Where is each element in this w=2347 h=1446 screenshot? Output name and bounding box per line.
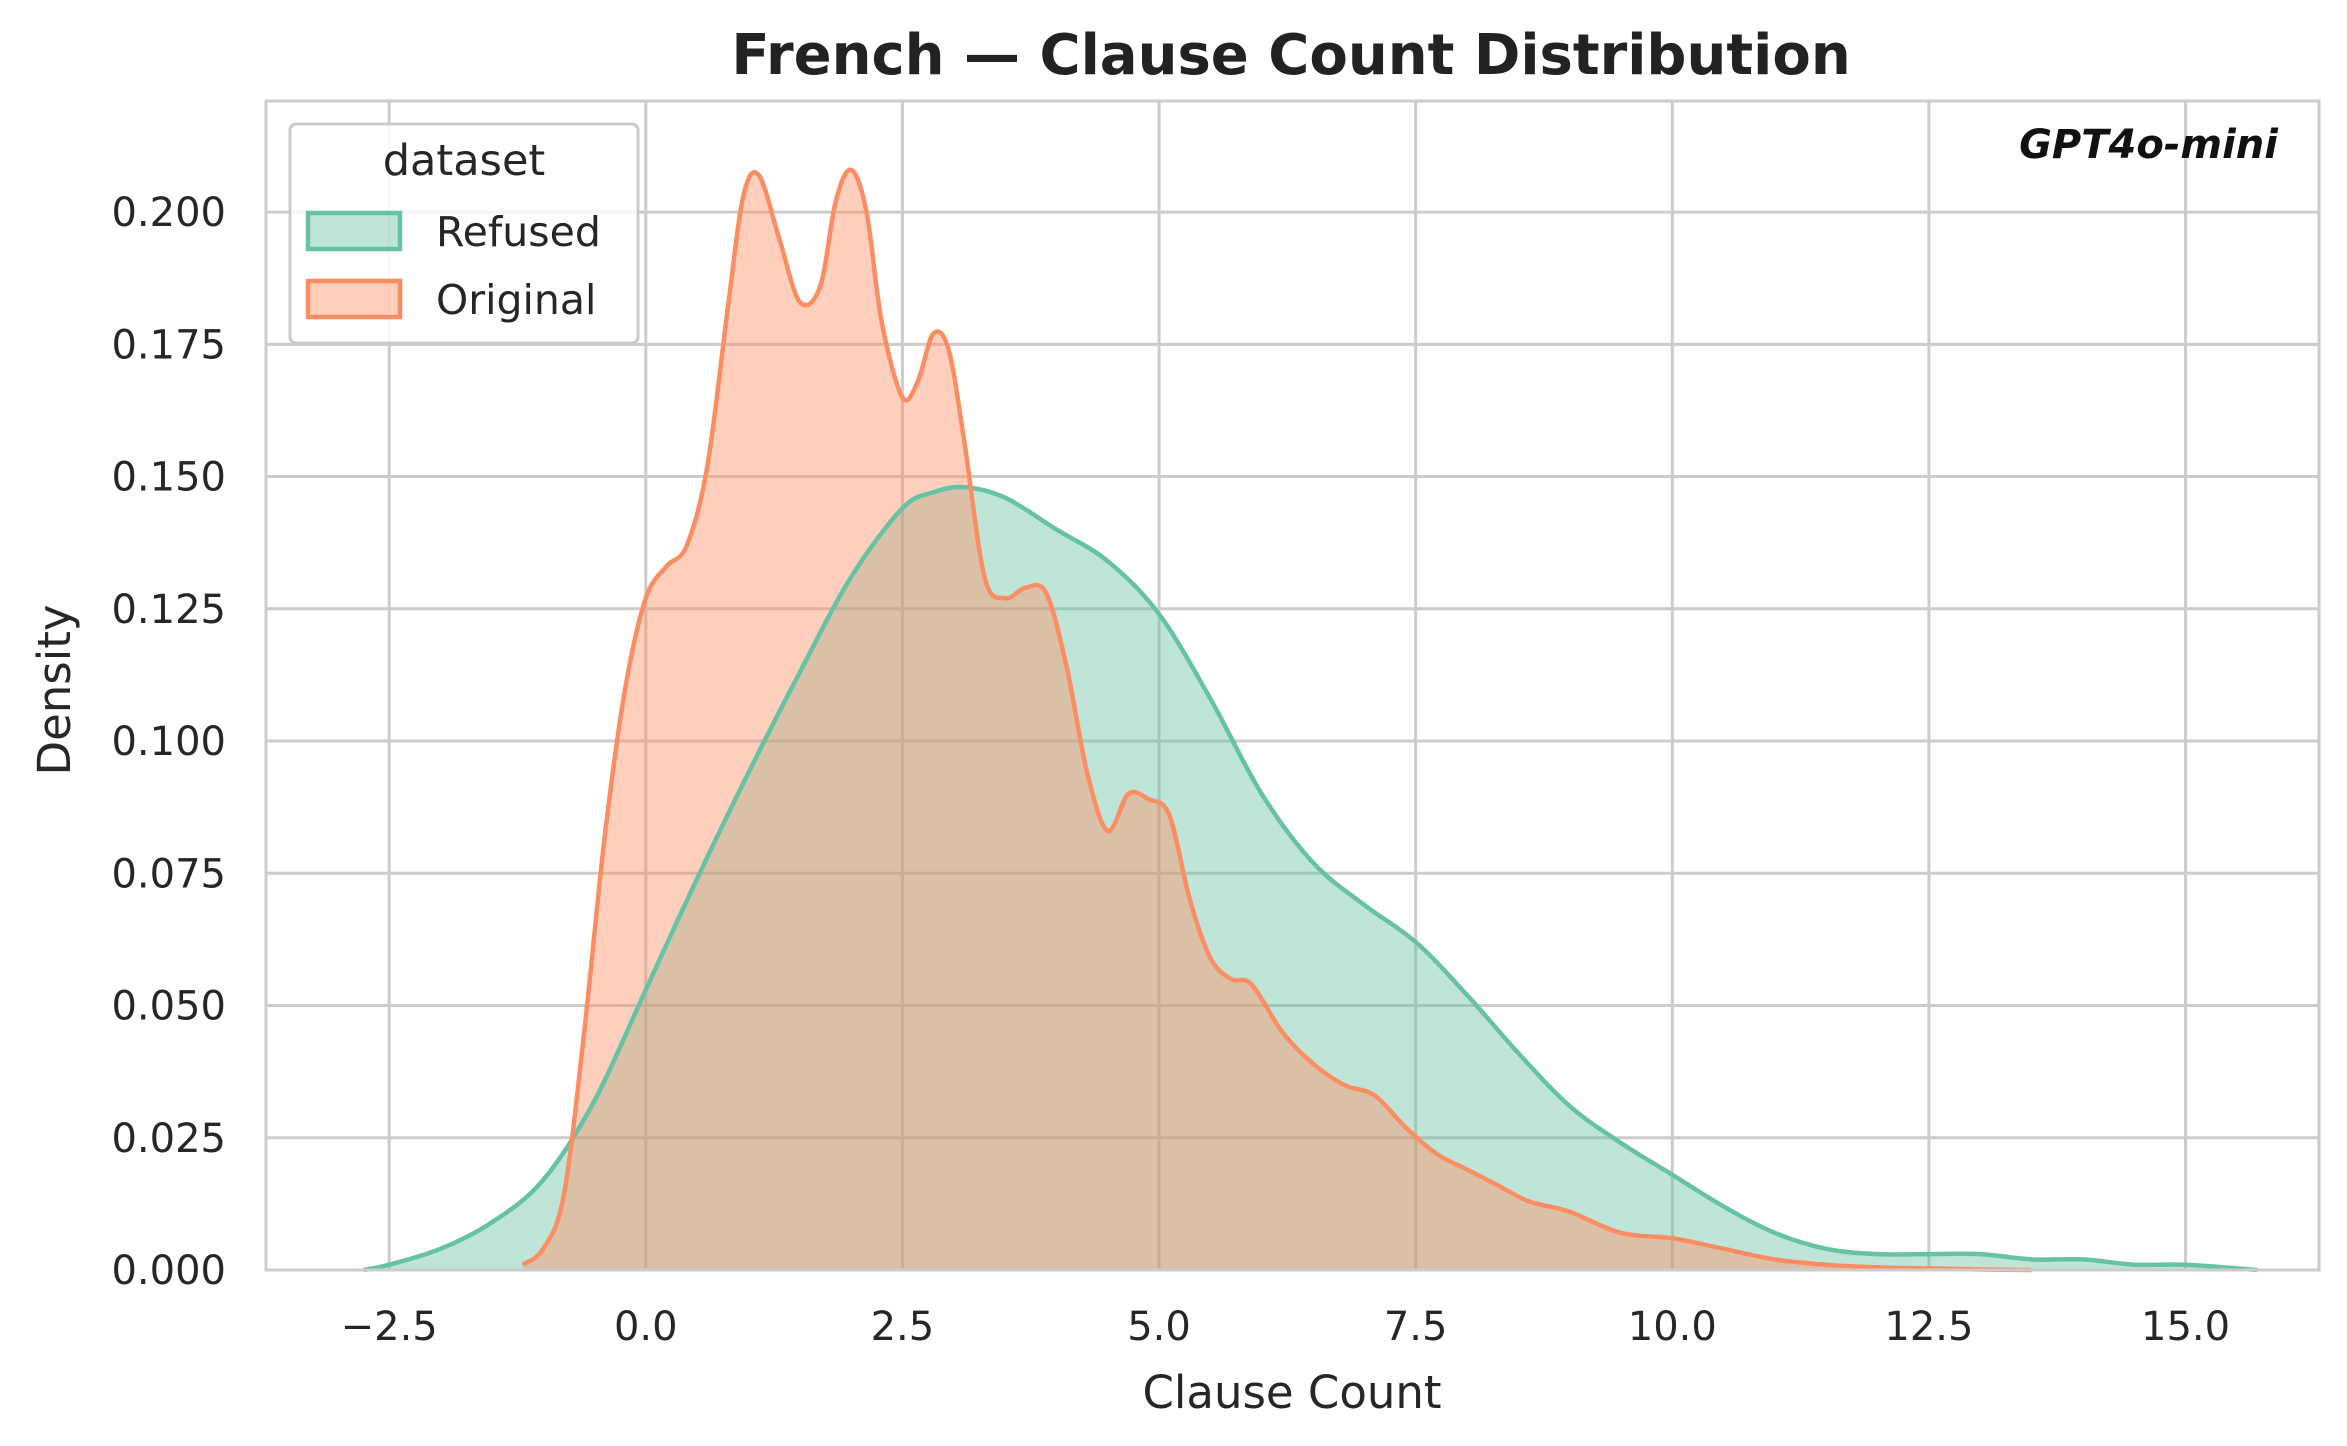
y-tick-label: 0.175: [111, 322, 226, 368]
legend-box: [288, 122, 640, 345]
legend: dataset Refused Original: [288, 122, 640, 345]
grid-lines: [266, 101, 2319, 1272]
x-tick-label: 5.0: [1127, 1304, 1191, 1350]
y-tick-label: 0.125: [111, 587, 226, 633]
x-tick-label: 12.5: [1884, 1304, 1973, 1350]
legend-swatch-refused: [305, 210, 403, 252]
y-tick-label: 0.100: [111, 719, 226, 765]
model-annotation: GPT4o-mini: [2019, 122, 2279, 168]
y-tick-label: 0.200: [111, 190, 226, 236]
x-tick-label: 7.5: [1384, 1304, 1448, 1350]
y-axis-label: Density: [28, 604, 81, 775]
legend-label-refused: Refused: [436, 208, 601, 256]
legend-swatch-original: [305, 278, 403, 320]
x-axis-label: Clause Count: [1142, 1366, 1441, 1419]
x-tick-label: −2.5: [341, 1304, 438, 1350]
y-tick-label: 0.000: [111, 1248, 226, 1294]
x-tick-label: 10.0: [1628, 1304, 1717, 1350]
x-tick-label: 15.0: [2141, 1304, 2230, 1350]
legend-title: dataset: [383, 136, 546, 186]
x-tick-label: 0.0: [614, 1304, 678, 1350]
legend-items: Refused Original: [305, 208, 601, 324]
y-tick-label: 0.050: [111, 984, 226, 1030]
density-area-refused: [363, 486, 2258, 1270]
plot-frame: [264, 99, 2321, 1272]
density-lines: [363, 167, 2258, 1273]
density-areas: [363, 169, 2258, 1270]
y-tick-label: 0.150: [111, 455, 226, 501]
density-line-original: [521, 167, 2032, 1273]
density-area-original: [522, 169, 2032, 1270]
legend-label-original: Original: [436, 276, 596, 324]
density-line-refused: [363, 484, 2258, 1273]
chart-title: French — Clause Count Distribution: [731, 23, 1850, 88]
x-tick-labels: −2.5 0.0 2.5 5.0 7.5 10.0 12.5 15.0: [341, 1304, 2230, 1350]
y-tick-labels: 0.000 0.025 0.050 0.075 0.100 0.125 0.150 0.175…: [111, 190, 226, 1294]
y-tick-label: 0.025: [111, 1116, 226, 1162]
x-tick-label: 2.5: [871, 1304, 935, 1350]
y-tick-label: 0.075: [111, 851, 226, 897]
